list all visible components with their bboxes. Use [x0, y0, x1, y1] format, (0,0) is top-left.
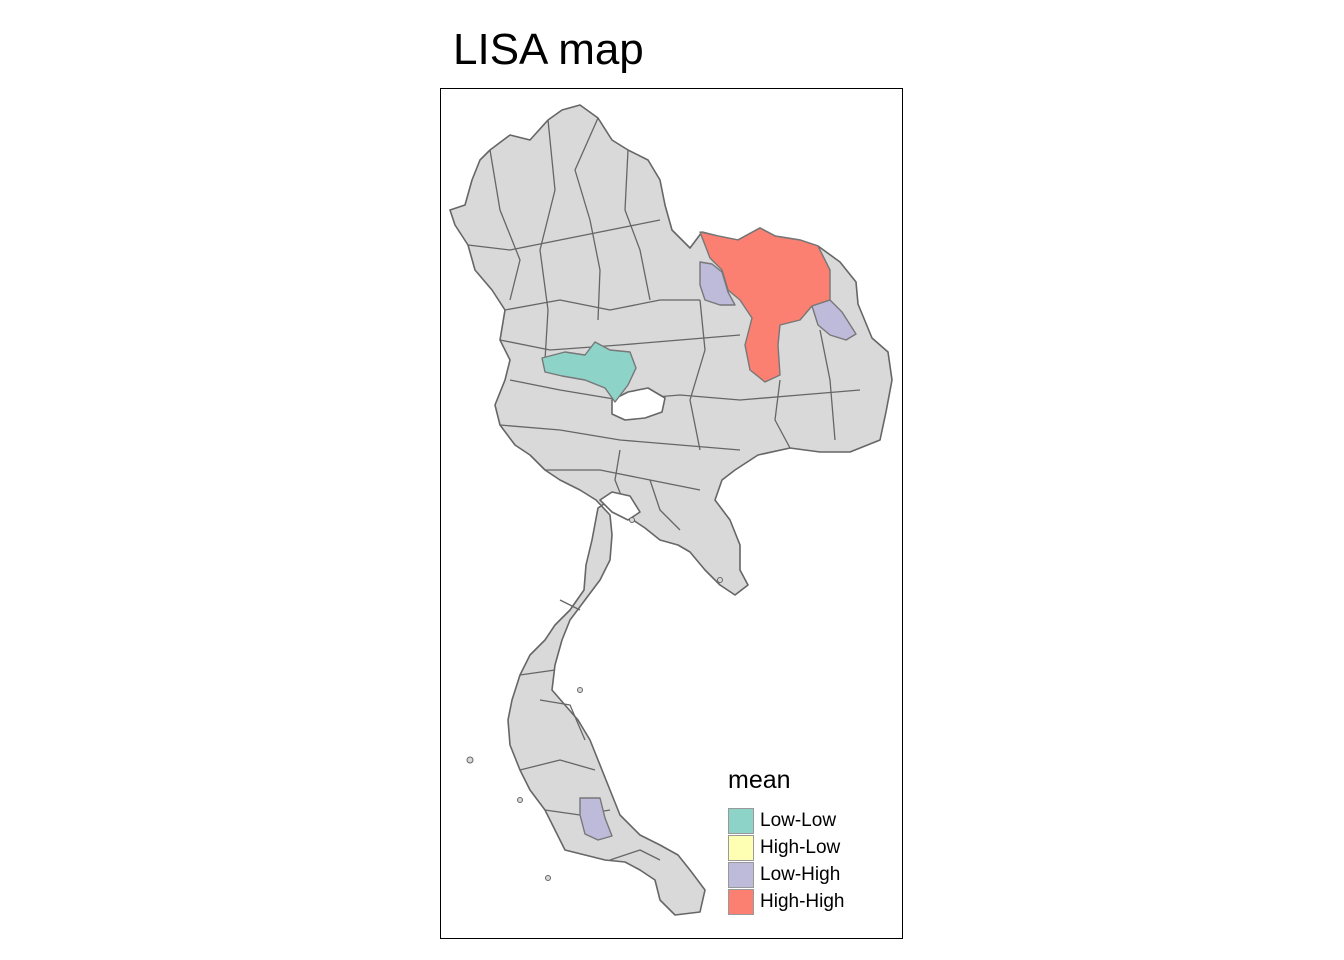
- island: [577, 687, 583, 693]
- map-gulf: [599, 491, 641, 521]
- legend-swatch: [728, 888, 754, 915]
- map-frame: [440, 88, 903, 939]
- island: [717, 577, 723, 583]
- legend-label: Low-Low: [760, 809, 837, 831]
- legend-label: High-High: [760, 890, 845, 912]
- map-title: LISA map: [453, 25, 644, 74]
- island: [517, 797, 523, 803]
- legend: mean Low-Low High-Low Low-High High-High: [728, 766, 844, 915]
- map-region-high-high: [699, 227, 831, 383]
- legend-title: mean: [728, 766, 791, 794]
- map-region-low-high-3: [579, 797, 613, 841]
- legend-item: Low-Low: [728, 807, 844, 834]
- map-gap-central: [611, 387, 666, 421]
- map-region-low-high-2: [811, 299, 857, 341]
- legend-item: High-Low: [728, 834, 844, 861]
- island: [545, 875, 551, 881]
- legend-swatch: [728, 861, 754, 888]
- island: [466, 756, 474, 764]
- legend-label: Low-High: [760, 863, 841, 885]
- map-region-low-low: [541, 341, 637, 403]
- legend-item: High-High: [728, 888, 844, 915]
- map-region-low-high-1: [699, 261, 736, 306]
- legend-swatch: [728, 807, 754, 834]
- legend-swatch: [728, 834, 754, 861]
- island: [629, 517, 635, 523]
- legend-label: High-Low: [760, 836, 841, 858]
- legend-item: Low-High: [728, 861, 844, 888]
